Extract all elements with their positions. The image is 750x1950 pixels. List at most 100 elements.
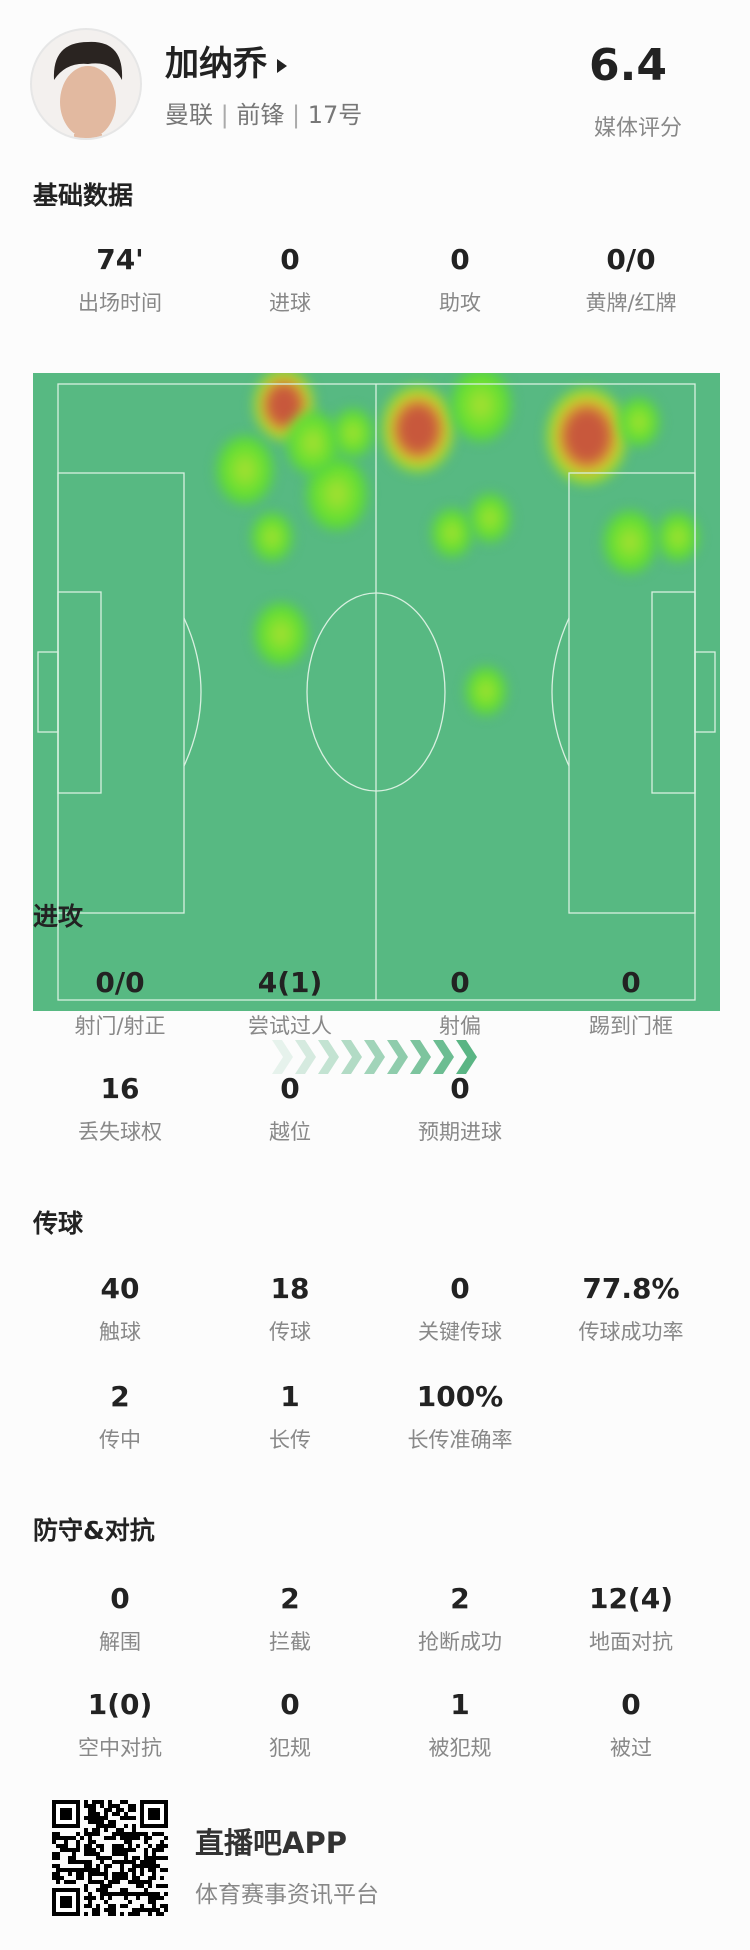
heatmap-blob xyxy=(252,513,292,561)
stat-value: 0 xyxy=(450,966,470,999)
heatmap-blob xyxy=(619,398,659,446)
player-meta: 曼联 | 前锋 | 17号 xyxy=(165,101,363,129)
section-title-defense: 防守&对抗 xyxy=(33,1516,155,1545)
stat-value: 0/0 xyxy=(95,966,145,999)
stat-label: 被过 xyxy=(610,1736,652,1760)
stat-basic: 74' 出场时间 xyxy=(35,243,205,317)
section-title-passing: 传球 xyxy=(33,1209,84,1238)
stat-attack: 0 预期进球 xyxy=(375,1072,545,1146)
stat-value: 16 xyxy=(100,1072,140,1105)
stat-label: 触球 xyxy=(99,1320,141,1344)
stat-value: 0 xyxy=(280,243,300,276)
caret-right-icon xyxy=(277,58,287,73)
app-name: 直播吧APP xyxy=(195,1826,347,1860)
stat-basic: 0 进球 xyxy=(205,243,375,317)
stat-value: 0 xyxy=(621,1688,641,1721)
chevron-right-icon xyxy=(387,1040,408,1074)
stat-value: 18 xyxy=(270,1272,310,1305)
chevron-right-icon xyxy=(272,1040,293,1074)
stat-label: 长传 xyxy=(269,1428,311,1452)
stat-defense: 12(4) 地面对抗 xyxy=(546,1582,716,1656)
chevron-right-icon xyxy=(295,1040,316,1074)
stat-label: 传球成功率 xyxy=(578,1320,684,1344)
heatmap-blob xyxy=(382,385,454,473)
attack-direction-arrows xyxy=(272,1040,479,1074)
heatmap-blob xyxy=(217,436,273,504)
heatmap-blob xyxy=(466,667,506,715)
stat-label: 犯规 xyxy=(269,1736,311,1760)
stat-defense: 0 解围 xyxy=(35,1582,205,1656)
stat-defense: 2 抢断成功 xyxy=(375,1582,545,1656)
stat-value: 77.8% xyxy=(582,1272,680,1305)
stat-defense: 0 被过 xyxy=(546,1688,716,1762)
stat-defense: 0 犯规 xyxy=(205,1688,375,1762)
player-team: 曼联 xyxy=(165,101,213,129)
player-name-link[interactable]: 加纳乔 xyxy=(165,36,287,85)
heatmap-blob xyxy=(255,602,307,666)
stat-value: 40 xyxy=(100,1272,140,1305)
stat-label: 长传准确率 xyxy=(407,1428,513,1452)
stat-label: 尝试过人 xyxy=(248,1014,332,1038)
stat-label: 传球 xyxy=(269,1320,311,1344)
stat-label: 助攻 xyxy=(439,291,481,315)
heatmap-blob xyxy=(547,388,627,484)
pitch-lines xyxy=(37,383,716,1001)
stat-passing: 2 传中 xyxy=(35,1380,205,1454)
stat-value: 0 xyxy=(621,966,641,999)
heatmap-pitch xyxy=(33,373,720,1011)
stat-attack: 0/0 射门/射正 xyxy=(35,966,205,1040)
stat-label: 被犯规 xyxy=(428,1736,492,1760)
stat-label: 进球 xyxy=(269,291,311,315)
stat-passing: 0 关键传球 xyxy=(375,1272,545,1346)
heatmap-blob xyxy=(333,409,373,457)
stat-label: 射偏 xyxy=(439,1014,481,1038)
stat-label: 拦截 xyxy=(269,1630,311,1654)
heatmap-blob xyxy=(658,513,698,561)
stat-label: 关键传球 xyxy=(418,1320,502,1344)
stat-value: 0 xyxy=(450,1072,470,1105)
stat-value: 1 xyxy=(450,1688,470,1721)
stat-value: 4(1) xyxy=(257,966,323,999)
stat-value: 74' xyxy=(96,243,144,276)
stat-passing: 1 长传 xyxy=(205,1380,375,1454)
stat-label: 出场时间 xyxy=(78,291,162,315)
section-title-attack: 进攻 xyxy=(33,902,84,931)
stat-label: 踢到门框 xyxy=(589,1014,673,1038)
chevron-right-icon xyxy=(364,1040,385,1074)
media-rating: 6.4 xyxy=(589,40,667,91)
stat-value: 0 xyxy=(450,243,470,276)
heatmap-blob xyxy=(604,510,656,574)
stat-passing: 40 触球 xyxy=(35,1272,205,1346)
stat-basic: 0/0 黄牌/红牌 xyxy=(546,243,716,317)
stat-value: 2 xyxy=(110,1380,130,1413)
stat-label: 黄牌/红牌 xyxy=(585,291,677,315)
stat-attack: 0 越位 xyxy=(205,1072,375,1146)
stat-defense: 1(0) 空中对抗 xyxy=(35,1688,205,1762)
app-slogan: 体育赛事资讯平台 xyxy=(195,1882,379,1908)
heatmap-blob xyxy=(432,509,472,557)
stat-label: 丢失球权 xyxy=(78,1120,162,1144)
player-number: 17号 xyxy=(307,101,363,129)
stat-label: 地面对抗 xyxy=(589,1630,673,1654)
stat-label: 射门/射正 xyxy=(74,1014,166,1038)
stat-passing: 77.8% 传球成功率 xyxy=(546,1272,716,1346)
media-rating-label: 媒体评分 xyxy=(593,116,682,141)
player-name: 加纳乔 xyxy=(165,44,267,84)
stat-value: 0 xyxy=(280,1688,300,1721)
stat-label: 解围 xyxy=(99,1630,141,1654)
section-title-basic: 基础数据 xyxy=(33,181,134,210)
chevron-right-icon xyxy=(410,1040,431,1074)
qr-code xyxy=(52,1800,168,1916)
chevron-right-icon xyxy=(456,1040,477,1074)
stat-value: 2 xyxy=(280,1582,300,1615)
chevron-right-icon xyxy=(341,1040,362,1074)
stat-attack: 0 踢到门框 xyxy=(546,966,716,1040)
stat-basic: 0 助攻 xyxy=(375,243,545,317)
stat-value: 1(0) xyxy=(87,1688,153,1721)
stat-value: 2 xyxy=(450,1582,470,1615)
chevron-right-icon xyxy=(433,1040,454,1074)
chevron-right-icon xyxy=(318,1040,339,1074)
stat-defense: 2 拦截 xyxy=(205,1582,375,1656)
stat-label: 越位 xyxy=(269,1120,311,1144)
stat-label: 空中对抗 xyxy=(78,1736,162,1760)
